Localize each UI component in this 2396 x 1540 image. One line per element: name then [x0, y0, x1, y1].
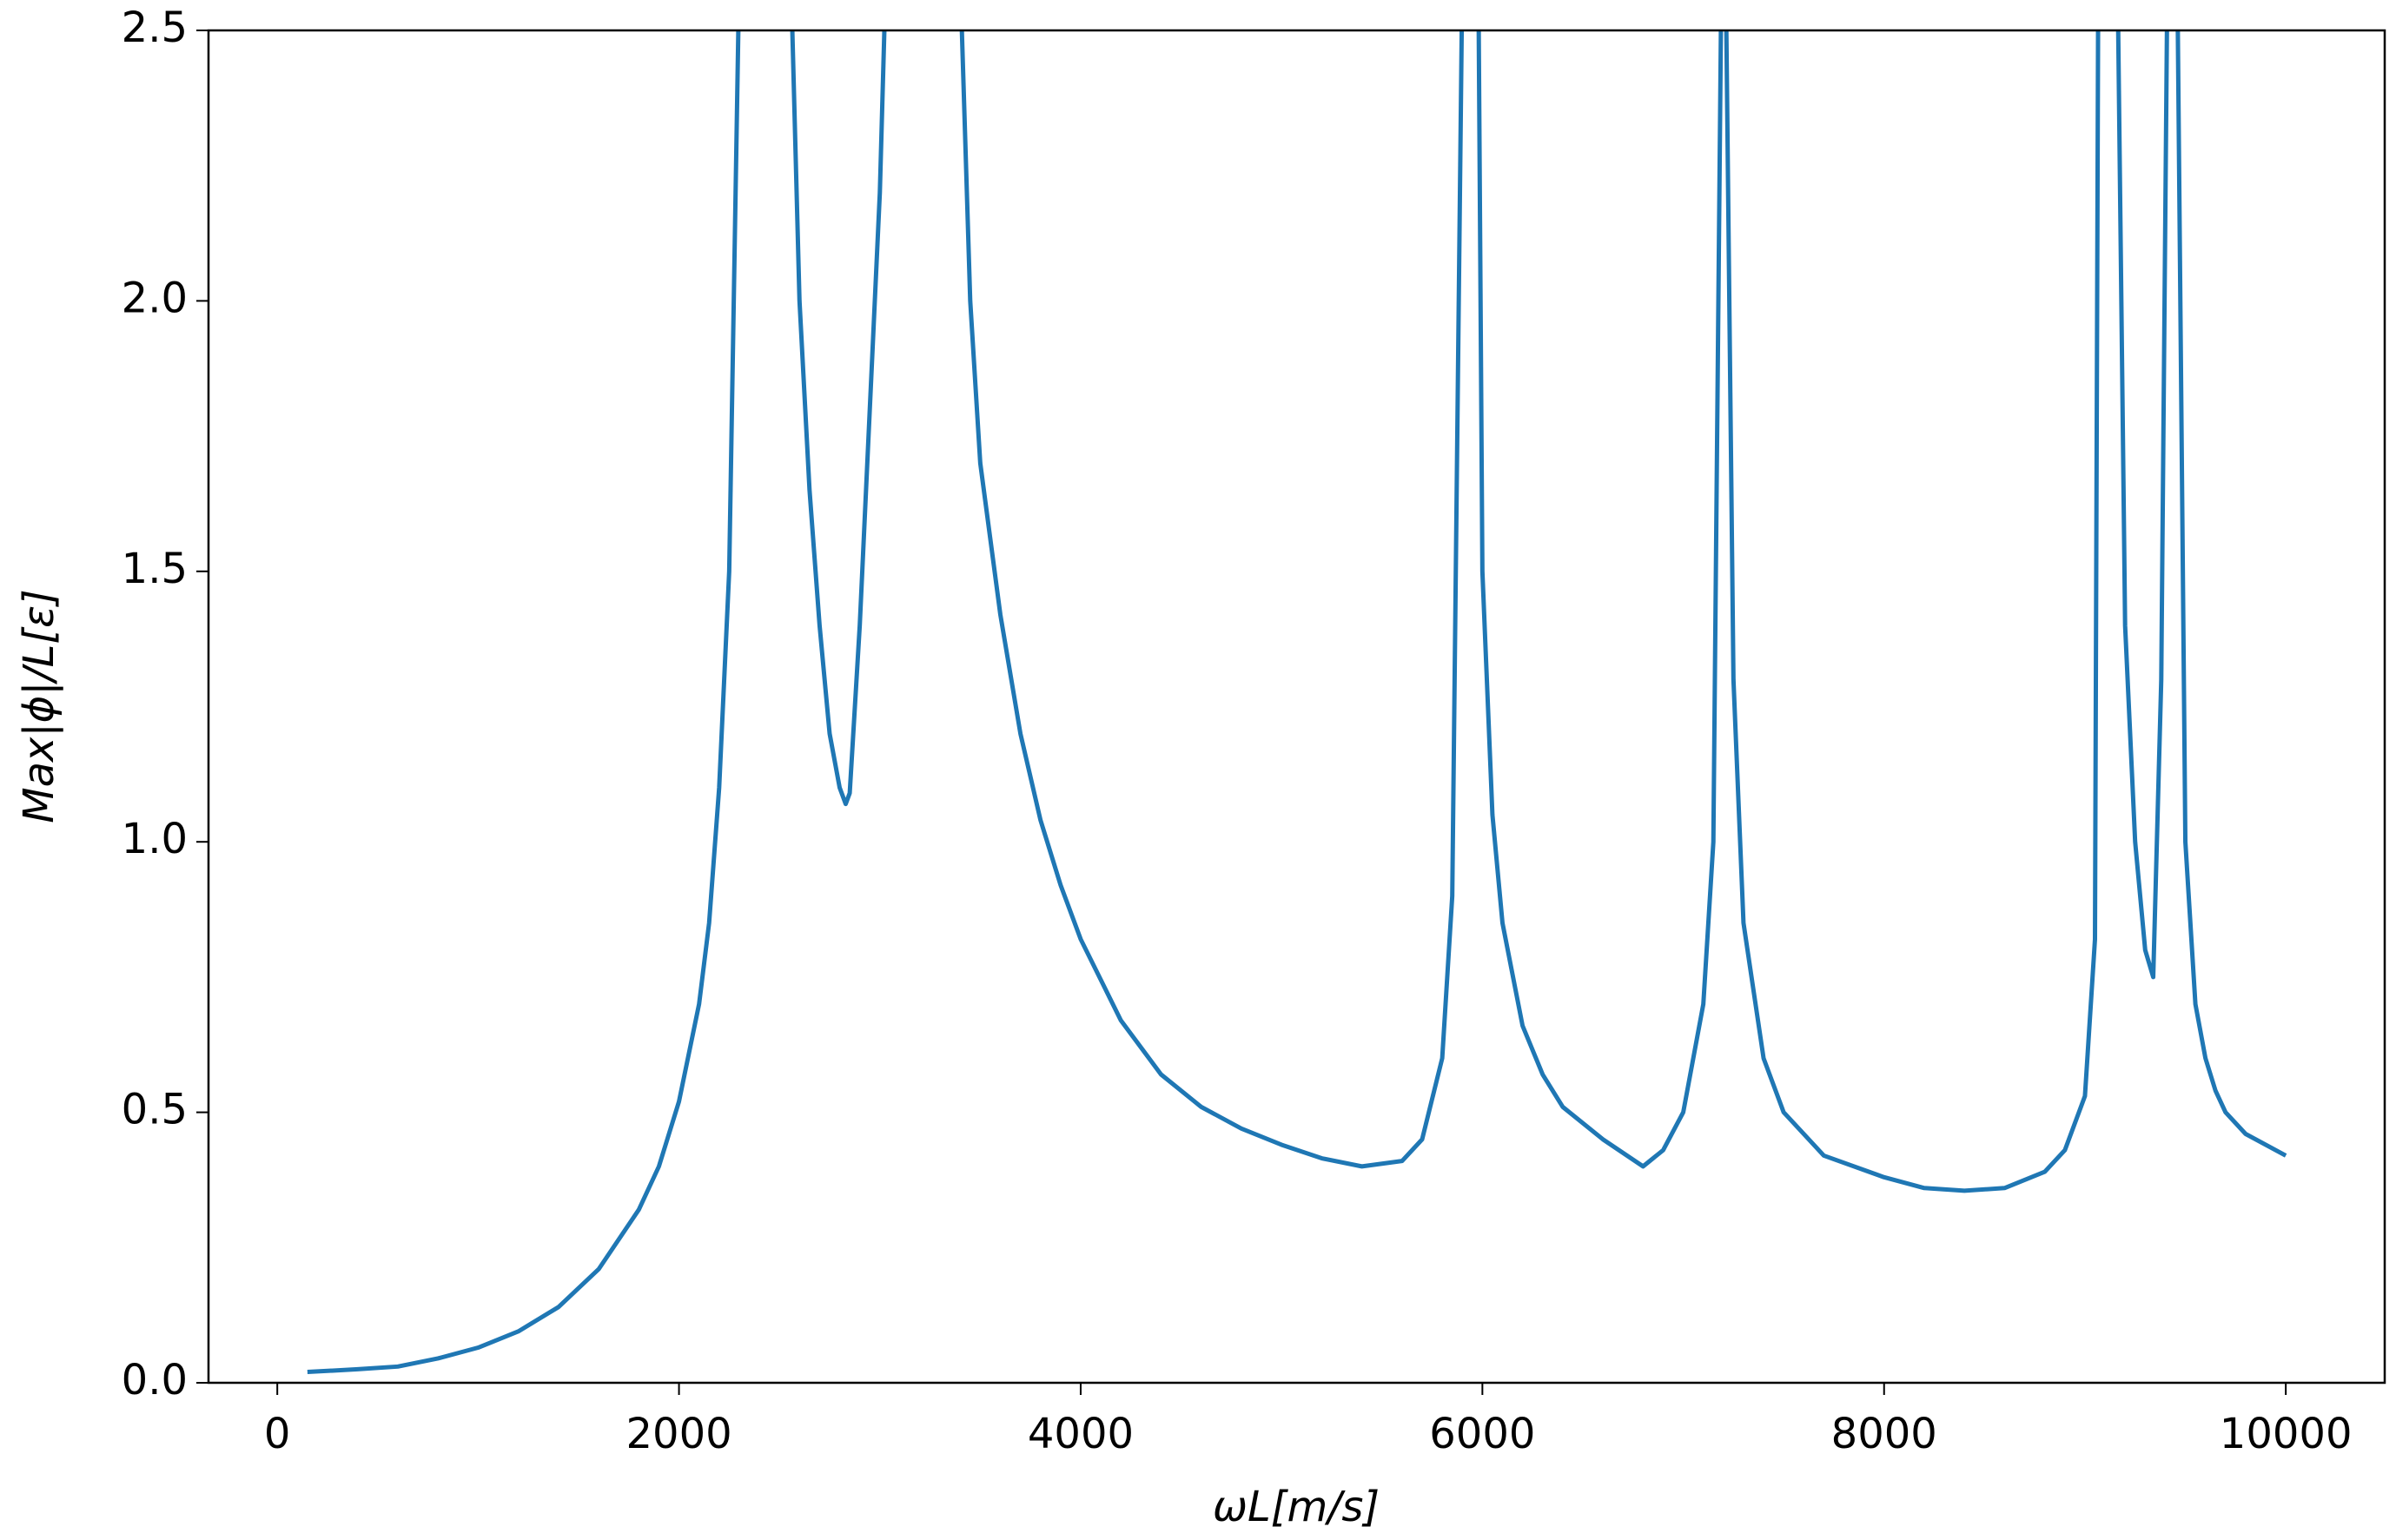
x-tick-label: 2000: [625, 1410, 731, 1458]
x-tick-label: 0: [264, 1410, 291, 1458]
y-tick-label: 2.5: [122, 3, 188, 52]
axes-frame: [207, 29, 2386, 1385]
y-tick-label: 1.5: [122, 545, 188, 593]
y-tick-label: 0.0: [122, 1356, 188, 1405]
y-axis-label: Max|ϕ|/L[ε]: [15, 589, 63, 823]
x-tick-label: 4000: [1028, 1410, 1134, 1458]
x-tick-label: 6000: [1429, 1410, 1535, 1458]
y-tick-label: 2.0: [122, 274, 188, 322]
plot-area: [307, 30, 2287, 1375]
data-line: [307, 30, 2287, 1375]
x-axis-label: ωL[m/s]: [1213, 1483, 1380, 1531]
x-tick-label: 10000: [2220, 1410, 2353, 1458]
x-tick-label: 8000: [1831, 1410, 1937, 1458]
y-tick-label: 0.5: [122, 1086, 188, 1134]
y-tick-label: 1.0: [122, 815, 188, 863]
